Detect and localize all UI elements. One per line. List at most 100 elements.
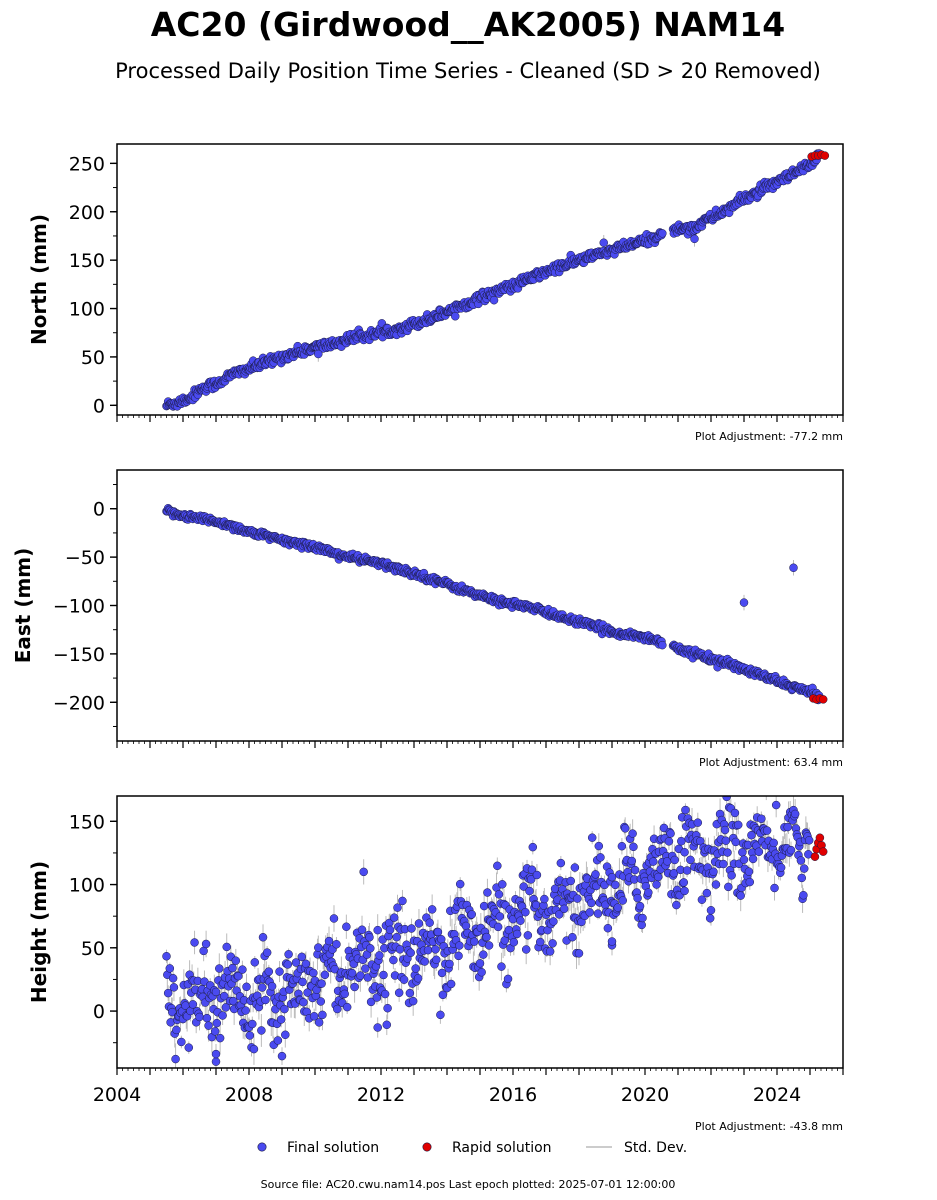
height-final-point — [724, 882, 733, 892]
height-final-point — [195, 1012, 204, 1022]
height-final-point — [649, 857, 658, 866]
height-final-point — [365, 933, 374, 942]
height-final-point — [342, 922, 351, 931]
height-final-point — [682, 866, 692, 875]
height-final-point — [475, 959, 485, 968]
height-final-point — [357, 925, 367, 935]
height-final-point — [413, 974, 423, 983]
height-final-point — [372, 993, 382, 1002]
height-final-point — [495, 912, 505, 921]
height-final-point — [257, 983, 267, 992]
height-final-point — [664, 837, 674, 846]
height-final-point — [498, 880, 507, 889]
north-plot-area — [162, 148, 830, 411]
height-final-point — [720, 825, 730, 835]
height-final-point — [617, 841, 627, 851]
height-final-point — [420, 957, 429, 966]
height-final-point — [521, 945, 531, 954]
height-final-point — [215, 1033, 225, 1043]
height-final-point — [168, 1007, 177, 1017]
height-final-point — [733, 820, 743, 830]
height-final-point — [540, 894, 549, 904]
height-final-point — [210, 1027, 220, 1036]
height-final-point — [644, 888, 653, 897]
height-final-point — [314, 943, 323, 952]
height-final-point — [218, 1011, 227, 1020]
height-final-point — [231, 956, 241, 965]
height-final-point — [366, 997, 376, 1007]
north-final-point — [489, 295, 499, 305]
height-final-point — [620, 824, 630, 833]
height-final-point — [283, 960, 293, 969]
height-final-point — [618, 896, 627, 905]
height-final-point — [188, 1000, 198, 1009]
height-final-point — [168, 974, 178, 983]
height-final-point — [519, 882, 528, 891]
height-final-point — [380, 989, 390, 999]
height-final-point — [527, 865, 537, 874]
height-final-point — [356, 971, 365, 980]
height-final-point — [222, 942, 231, 952]
height-final-point — [570, 863, 580, 872]
height-final-point — [455, 879, 465, 889]
height-final-point — [556, 858, 566, 868]
height-final-point — [204, 1021, 213, 1030]
height-final-point — [317, 979, 326, 988]
height-final-point — [525, 886, 534, 896]
height-final-point — [261, 995, 270, 1005]
east-ylabel: East (mm) — [11, 548, 35, 664]
height-final-point — [573, 894, 582, 903]
height-final-point — [461, 921, 471, 931]
height-final-point — [333, 1004, 342, 1014]
height-final-point — [162, 952, 171, 961]
east-rapid-point — [818, 695, 828, 704]
height-final-point — [635, 901, 645, 911]
height-final-point — [706, 906, 716, 915]
height-final-point — [736, 891, 745, 900]
height-final-point — [669, 869, 679, 878]
height-final-point — [281, 1030, 290, 1040]
height-final-point — [613, 903, 623, 912]
height-final-point — [566, 876, 575, 886]
height-final-point — [220, 991, 229, 1001]
height-final-point — [163, 988, 173, 998]
north-points-layer — [162, 149, 830, 411]
north-stddev-layer — [166, 148, 820, 411]
height-final-point — [432, 955, 441, 965]
east-final-point — [658, 640, 667, 650]
height-final-point — [389, 955, 398, 965]
height-points-layer — [162, 796, 828, 1066]
height-final-point — [238, 965, 247, 974]
height-final-point — [512, 929, 522, 939]
north-outlier-point — [314, 349, 323, 359]
height-final-point — [438, 990, 448, 1000]
height-final-point — [446, 979, 456, 989]
height-final-point — [697, 895, 707, 904]
height-final-point — [373, 925, 382, 935]
height-final-point — [405, 988, 415, 998]
height-final-point — [399, 975, 409, 984]
height-final-point — [221, 1003, 231, 1012]
height-final-point — [437, 968, 447, 978]
height-final-point — [477, 967, 486, 977]
north-ytick-label: 0 — [93, 395, 105, 417]
height-final-point — [653, 872, 663, 882]
height-final-point — [659, 823, 669, 833]
height-final-point — [342, 1002, 352, 1012]
height-final-point — [611, 880, 620, 890]
height-final-point — [436, 1010, 445, 1020]
height-final-point — [455, 941, 464, 950]
height-final-point — [314, 1018, 324, 1027]
height-final-point — [603, 923, 613, 933]
height-final-point — [627, 856, 637, 866]
height-final-point — [686, 855, 695, 865]
chart-title: AC20 (Girdwood__AK2005) NAM14 — [151, 5, 785, 44]
height-final-point — [723, 848, 732, 857]
height-final-point — [479, 901, 489, 911]
height-final-point — [165, 964, 175, 973]
height-final-point — [406, 948, 415, 958]
height-final-point — [545, 947, 555, 956]
height-final-point — [411, 964, 420, 973]
height-final-point — [722, 796, 731, 802]
